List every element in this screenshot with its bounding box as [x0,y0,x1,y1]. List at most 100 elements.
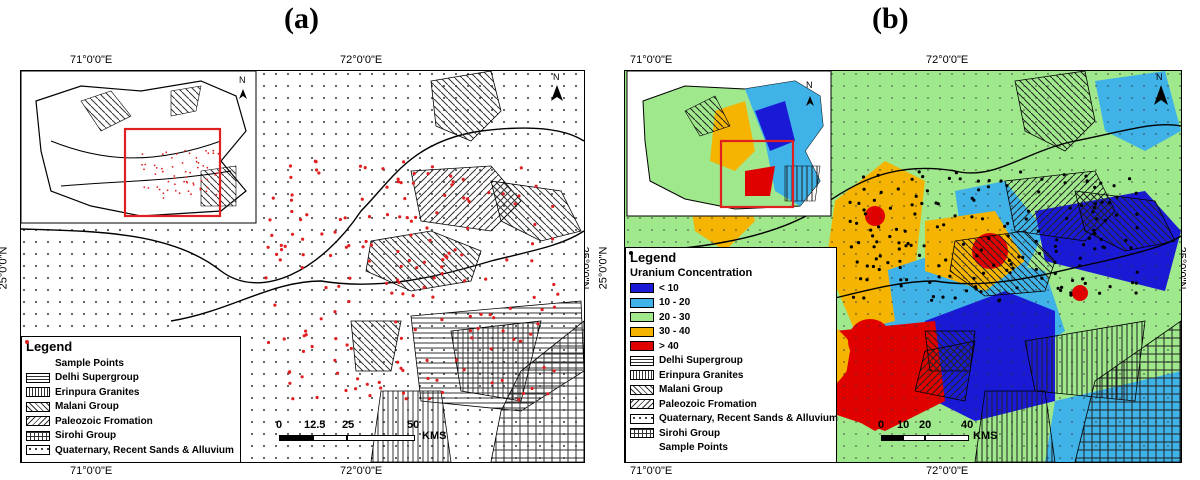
sample-point [290,209,294,214]
sample-point [530,259,534,263]
legend-label: Sirohi Group [55,430,117,442]
north-arrow-icon-a [551,85,563,101]
sample-point [1068,206,1072,210]
legend-label: 20 - 30 [659,311,691,323]
scale-bar-a: 0 12.5 25 50 KMS [276,419,476,449]
sample-point [505,258,509,262]
sample-point [205,190,208,193]
sample-point [1009,262,1013,266]
legend-item-quaternary-b: Quaternary, Recent Sands & Alluvium [626,412,838,427]
sample-point [1065,216,1069,220]
sample-point [343,216,347,220]
sample-point [869,228,873,232]
sample-point [861,175,866,179]
sample-point [976,179,980,183]
sample-point [174,183,176,186]
dots-icon [26,445,50,456]
scale-unit: KMS [973,430,998,442]
sample-point [1093,247,1097,251]
sample-point [356,377,360,381]
sample-point [166,189,169,192]
sample-point [184,170,187,173]
legend-a: Legend Sample Points Delhi Supergroup Er… [21,336,241,462]
sample-point [361,245,365,249]
sample-point [192,184,195,186]
sample-point [874,257,878,261]
sample-point [174,189,177,192]
sample-point [268,218,272,222]
sample-point [199,187,202,190]
sample-point [910,177,914,181]
sample-point [489,347,493,351]
sample-point [1091,210,1095,214]
sample-point [1135,270,1139,274]
sample-point [899,284,903,288]
inset-north-arrow-a [239,89,247,99]
sample-point [888,234,892,239]
sample-point [848,200,852,204]
sample-point [917,170,921,174]
inset-sample-points-a [141,149,220,199]
sample-point [1017,255,1021,259]
sample-point [501,192,505,196]
sample-point [970,196,974,200]
sample-point [212,152,215,154]
sample-point [904,244,908,248]
sample-point [997,299,1001,303]
sample-point [935,225,939,229]
sample-point [283,244,287,248]
sample-point [862,208,866,212]
sample-point [185,176,188,178]
sample-point [409,233,413,237]
sample-point [368,394,372,398]
sample-point [153,164,156,167]
sample-point [301,253,305,257]
lon-label-mid-bottom-a: 72°0'0"E [340,465,383,477]
sample-point [184,149,187,152]
black-dot-icon [629,251,654,453]
sample-point [405,216,409,220]
sample-point [379,386,383,390]
sample-point [407,258,411,263]
panel-label-b: (b) [872,2,909,35]
lon-label-mid-bottom-b: 72°0'0"E [926,465,969,477]
sample-point [196,166,199,169]
sample-point [934,201,938,205]
back-diagonal-icon [26,401,50,412]
sample-point [552,305,557,309]
sample-point [886,261,890,265]
legend-item-sirohi-b: Sirohi Group [626,426,836,441]
sample-point [441,258,445,262]
sample-point [987,236,991,240]
sample-point [1053,271,1057,276]
sample-point [897,241,901,245]
sample-point [899,278,903,282]
sample-point [1011,266,1015,270]
sample-point [516,398,521,402]
sample-point [948,274,952,278]
sample-point [1078,264,1082,268]
lon-label-left-top-b: 71°0'0"E [630,54,673,66]
sample-point [415,266,419,270]
sample-point [1037,251,1042,256]
sample-point [944,258,948,262]
sample-point [1024,217,1028,221]
sample-point [171,166,174,168]
sample-point [975,254,979,258]
sample-point [551,204,555,208]
sample-point [396,177,400,181]
sample-point [546,392,550,396]
sample-point [363,166,367,170]
vertical-lines-icon [630,370,654,381]
sample-point [552,369,556,373]
legend-b: Legend Uranium Concentration < 10 10 - 2… [625,247,838,462]
sample-point [426,376,430,381]
lon-label-left-top-a: 71°0'0"E [70,54,113,66]
scale-segment [279,435,313,441]
sample-point [862,187,866,191]
sample-point [1134,281,1138,285]
sample-point [896,187,900,191]
sample-point [385,281,389,285]
sample-point [1100,200,1104,204]
sample-point [490,381,494,385]
